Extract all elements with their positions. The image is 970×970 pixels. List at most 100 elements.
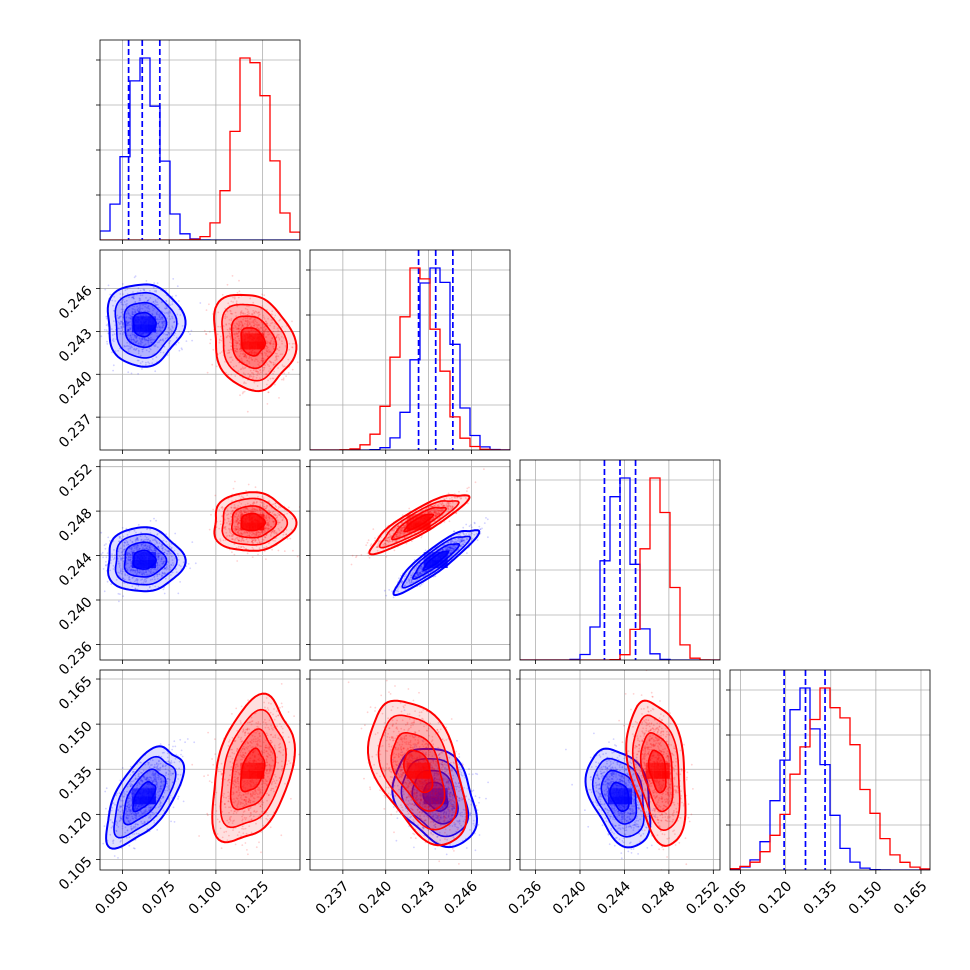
sample-point bbox=[118, 572, 121, 574]
sample-point bbox=[136, 579, 139, 582]
sample-point bbox=[272, 372, 274, 375]
sample-point bbox=[285, 529, 288, 531]
sample-point bbox=[138, 572, 141, 574]
sample-point bbox=[145, 577, 147, 580]
sample-point bbox=[136, 549, 139, 551]
sample-point bbox=[127, 321, 130, 324]
sample-point bbox=[275, 358, 278, 361]
sample-point bbox=[126, 540, 129, 543]
sample-point bbox=[136, 545, 139, 547]
sample-point bbox=[153, 550, 155, 552]
sample-point bbox=[157, 555, 160, 558]
sample-point bbox=[138, 548, 141, 551]
sample-point bbox=[129, 558, 132, 561]
sample-point bbox=[238, 501, 241, 503]
sample-point bbox=[235, 326, 237, 329]
sample-point bbox=[185, 340, 188, 342]
sample-point bbox=[210, 513, 212, 516]
sample-point bbox=[254, 330, 257, 333]
histogram-step bbox=[310, 267, 510, 450]
sample-point bbox=[236, 519, 238, 522]
sample-point bbox=[133, 529, 136, 532]
sample-point bbox=[125, 316, 128, 319]
sample-point bbox=[120, 538, 123, 540]
sample-point bbox=[140, 340, 142, 342]
sample-point bbox=[135, 548, 138, 551]
sample-point bbox=[247, 483, 250, 486]
sample-point bbox=[130, 550, 133, 553]
sample-point bbox=[448, 520, 451, 523]
sample-point bbox=[229, 327, 231, 330]
sample-point bbox=[125, 562, 128, 565]
sample-point bbox=[117, 349, 119, 352]
sample-point bbox=[103, 544, 106, 547]
sample-point bbox=[245, 511, 248, 514]
sample-point bbox=[252, 542, 255, 544]
sample-point bbox=[257, 360, 259, 363]
sample-point bbox=[263, 294, 266, 297]
sample-point bbox=[161, 321, 164, 324]
sample-point bbox=[151, 305, 154, 308]
sample-point bbox=[144, 538, 147, 541]
sample-point bbox=[273, 325, 276, 328]
sample-point bbox=[107, 536, 110, 539]
sample-point bbox=[164, 577, 167, 580]
sample-point bbox=[134, 334, 136, 337]
sample-point bbox=[126, 288, 129, 290]
sample-point bbox=[117, 562, 120, 565]
sample-point bbox=[156, 335, 159, 338]
sample-point bbox=[161, 316, 164, 318]
sample-point bbox=[275, 356, 277, 359]
sample-point bbox=[119, 593, 121, 595]
sample-point bbox=[122, 298, 125, 301]
sample-point bbox=[113, 333, 116, 335]
sample-point bbox=[266, 322, 269, 325]
sample-point bbox=[274, 513, 277, 516]
sample-point bbox=[133, 545, 136, 548]
sample-point bbox=[262, 501, 265, 504]
sample-point bbox=[483, 468, 485, 470]
sample-point bbox=[171, 295, 174, 298]
sample-point bbox=[254, 486, 257, 489]
density-peak-cell bbox=[256, 341, 265, 350]
sample-point bbox=[243, 390, 246, 393]
sample-point bbox=[144, 305, 147, 308]
sample-point bbox=[231, 538, 234, 540]
sample-point bbox=[147, 539, 149, 541]
sample-point bbox=[250, 350, 252, 353]
sample-point bbox=[234, 339, 237, 342]
sample-point bbox=[244, 323, 246, 325]
sample-point bbox=[136, 537, 139, 539]
sample-point bbox=[149, 568, 152, 571]
sample-point bbox=[144, 535, 147, 537]
sample-point bbox=[129, 328, 132, 330]
sample-point bbox=[264, 325, 266, 328]
histogram-step bbox=[100, 57, 300, 240]
sample-point bbox=[130, 546, 133, 549]
sample-point bbox=[148, 310, 151, 313]
sample-point bbox=[229, 335, 232, 338]
sample-point bbox=[145, 332, 147, 334]
sample-point bbox=[120, 301, 123, 304]
sample-point bbox=[264, 336, 267, 338]
sample-point bbox=[240, 320, 243, 323]
sample-point bbox=[173, 321, 176, 323]
sample-point bbox=[250, 511, 253, 513]
sample-point bbox=[123, 541, 126, 543]
sample-point bbox=[261, 495, 264, 498]
density-peak-cell bbox=[240, 341, 249, 350]
sample-point bbox=[165, 565, 168, 568]
sample-point bbox=[138, 569, 141, 572]
sample-point bbox=[262, 329, 265, 332]
sample-point bbox=[126, 341, 129, 344]
sample-point bbox=[160, 558, 163, 561]
sample-point bbox=[157, 546, 160, 548]
sample-point bbox=[239, 313, 242, 315]
sample-point bbox=[117, 317, 120, 319]
sample-point bbox=[236, 516, 239, 518]
sample-point bbox=[248, 322, 251, 325]
sample-point bbox=[170, 547, 173, 550]
sample-point bbox=[262, 359, 265, 362]
sample-point bbox=[271, 313, 274, 316]
sample-point bbox=[169, 304, 172, 306]
